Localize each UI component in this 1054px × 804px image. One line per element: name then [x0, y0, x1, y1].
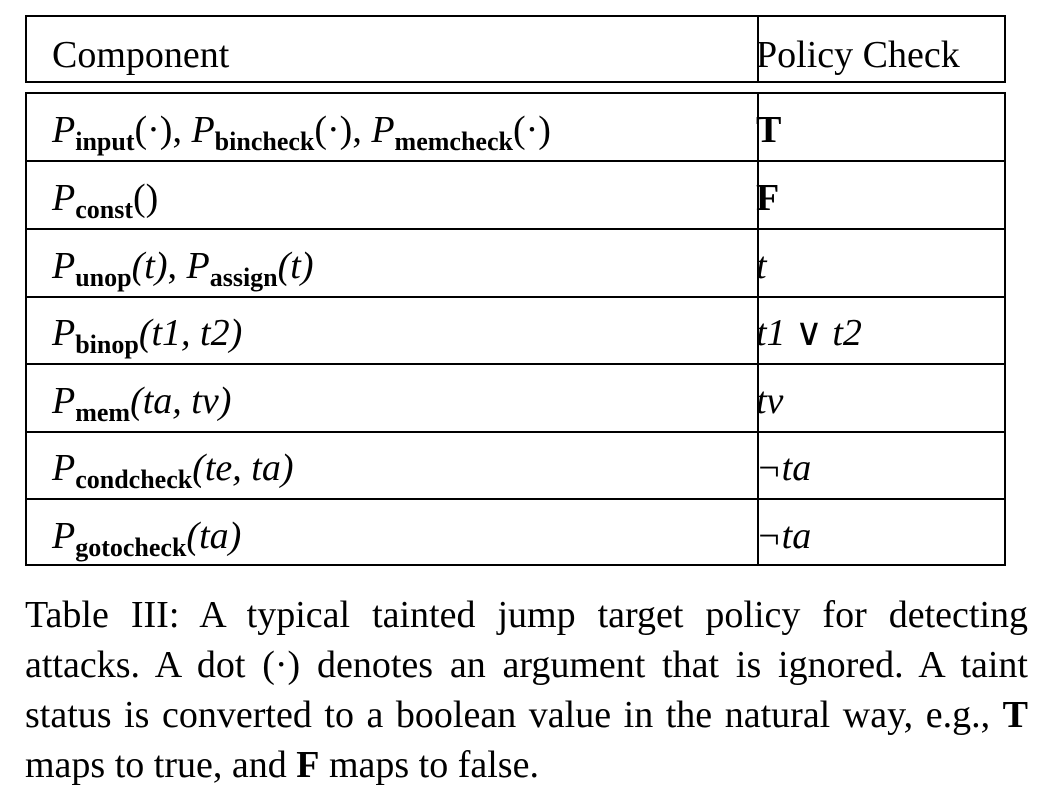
table-row-component: Pmem(ta, tv)	[52, 380, 232, 427]
caption-false-symbol: F	[296, 744, 320, 786]
caption-label: Table III:	[25, 594, 180, 636]
row-divider	[27, 498, 1004, 500]
table-row-component: Pbinop(t1, t2)	[52, 312, 243, 359]
row-divider	[27, 363, 1004, 365]
table-row-check: t	[756, 245, 767, 287]
caption-text: A typical tainted jump target policy for…	[25, 594, 1028, 736]
caption-text: maps to true, and	[25, 744, 297, 786]
table-row-check: T	[756, 109, 782, 151]
column-divider	[757, 94, 759, 564]
row-divider	[27, 431, 1004, 433]
column-divider	[757, 17, 759, 81]
row-divider	[27, 160, 1004, 162]
table-header: Component Policy Check	[25, 15, 1006, 83]
table-row-check: t1 ∨ t2	[756, 312, 862, 354]
table-body: Pinput(·), Pbincheck(·), Pmemcheck(·) T …	[25, 92, 1006, 566]
header-component: Component	[52, 34, 230, 76]
table-row-component: Pconst()	[52, 177, 159, 224]
header-policy-check: Policy Check	[756, 34, 960, 76]
caption-text: maps to false.	[319, 744, 539, 786]
table-row-component: Pinput(·), Pbincheck(·), Pmemcheck(·)	[52, 109, 551, 156]
caption-true-symbol: T	[1002, 694, 1028, 736]
table-caption: Table III: A typical tainted jump target…	[25, 590, 1028, 790]
row-divider	[27, 296, 1004, 298]
table-row-component: Pcondcheck(te, ta)	[52, 447, 294, 494]
row-divider	[27, 228, 1004, 230]
table-row-check: ¬ta	[756, 515, 812, 557]
table-row-check: ¬ta	[756, 447, 812, 489]
table-row-check: F	[756, 177, 780, 219]
table-row-component: Pgotocheck(ta)	[52, 515, 242, 562]
table-row-check: tv	[756, 380, 784, 422]
table-row-component: Punop(t), Passign(t)	[52, 245, 314, 292]
